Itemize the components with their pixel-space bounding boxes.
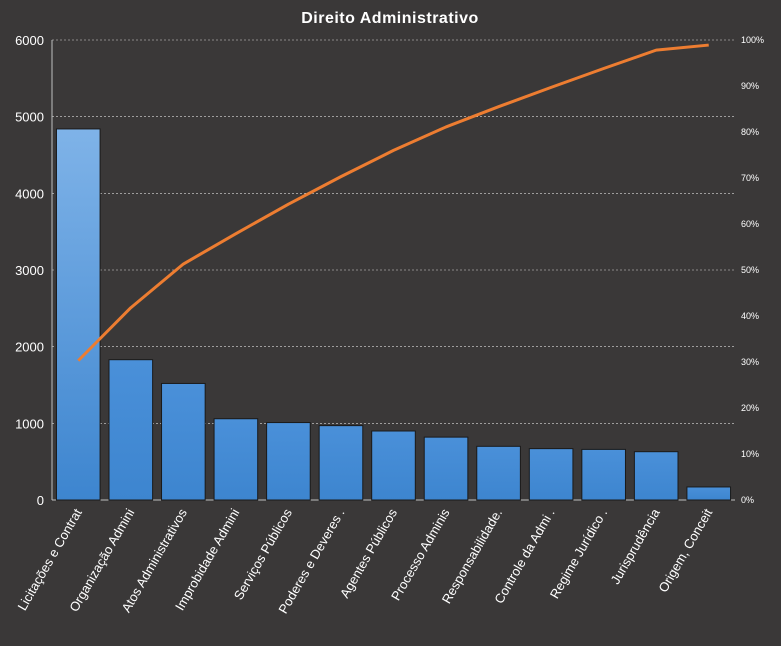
y-tick-label: 4000 <box>15 186 44 201</box>
bar <box>213 418 259 501</box>
y2-tick-label: 10% <box>741 449 759 459</box>
bar <box>423 436 469 501</box>
y-tick-label: 5000 <box>15 110 44 125</box>
chart-title: Direito Administrativo <box>301 10 479 27</box>
x-tick-label: Jurisprudência <box>608 505 664 586</box>
y-tick-label: 3000 <box>15 263 44 278</box>
y2-tick-label: 0% <box>741 495 754 505</box>
bar <box>161 382 206 501</box>
y2-tick-label: 40% <box>741 311 759 321</box>
y2-tick-label: 100% <box>741 35 764 45</box>
x-tick-label: Origem, Conceit <box>655 506 715 595</box>
bar <box>633 451 679 501</box>
y-tick-label: 1000 <box>15 416 44 431</box>
y2-tick-label: 80% <box>741 127 759 137</box>
cumulative-line-group <box>77 43 709 362</box>
y2-tick-label: 60% <box>741 219 759 229</box>
x-tick-label: Serviços Públicos <box>231 506 296 603</box>
bar <box>266 422 311 501</box>
y2-tick-label: 30% <box>741 357 759 367</box>
y2-tick-label: 90% <box>741 81 759 91</box>
x-tick-label: Agentes Públicos <box>337 506 400 601</box>
cumulative-line <box>77 43 709 362</box>
bar <box>108 359 154 501</box>
bar <box>476 445 521 501</box>
x-tick-label: Processo Adminis <box>388 506 453 603</box>
y2-tick-label: 70% <box>741 173 759 183</box>
bar <box>528 448 574 501</box>
bar <box>581 448 626 501</box>
y-tick-label: 0 <box>37 493 44 508</box>
y-axis-right: 0% 10% 20% 30% 40% 50% 60% 70% 80% 90% 100% <box>741 35 764 505</box>
bar <box>318 425 364 501</box>
y-tick-label: 6000 <box>15 33 44 48</box>
bar <box>371 430 416 501</box>
bar <box>686 486 732 501</box>
y2-tick-label: 20% <box>741 403 759 413</box>
y2-tick-label: 50% <box>741 265 759 275</box>
y-axis-left: 0 1000 2000 3000 4000 5000 6000 <box>15 33 44 508</box>
y-tick-label: 2000 <box>15 340 44 355</box>
bar <box>55 128 101 501</box>
x-tick-label: Regime Jurídico . <box>547 506 611 601</box>
bars <box>55 128 732 501</box>
